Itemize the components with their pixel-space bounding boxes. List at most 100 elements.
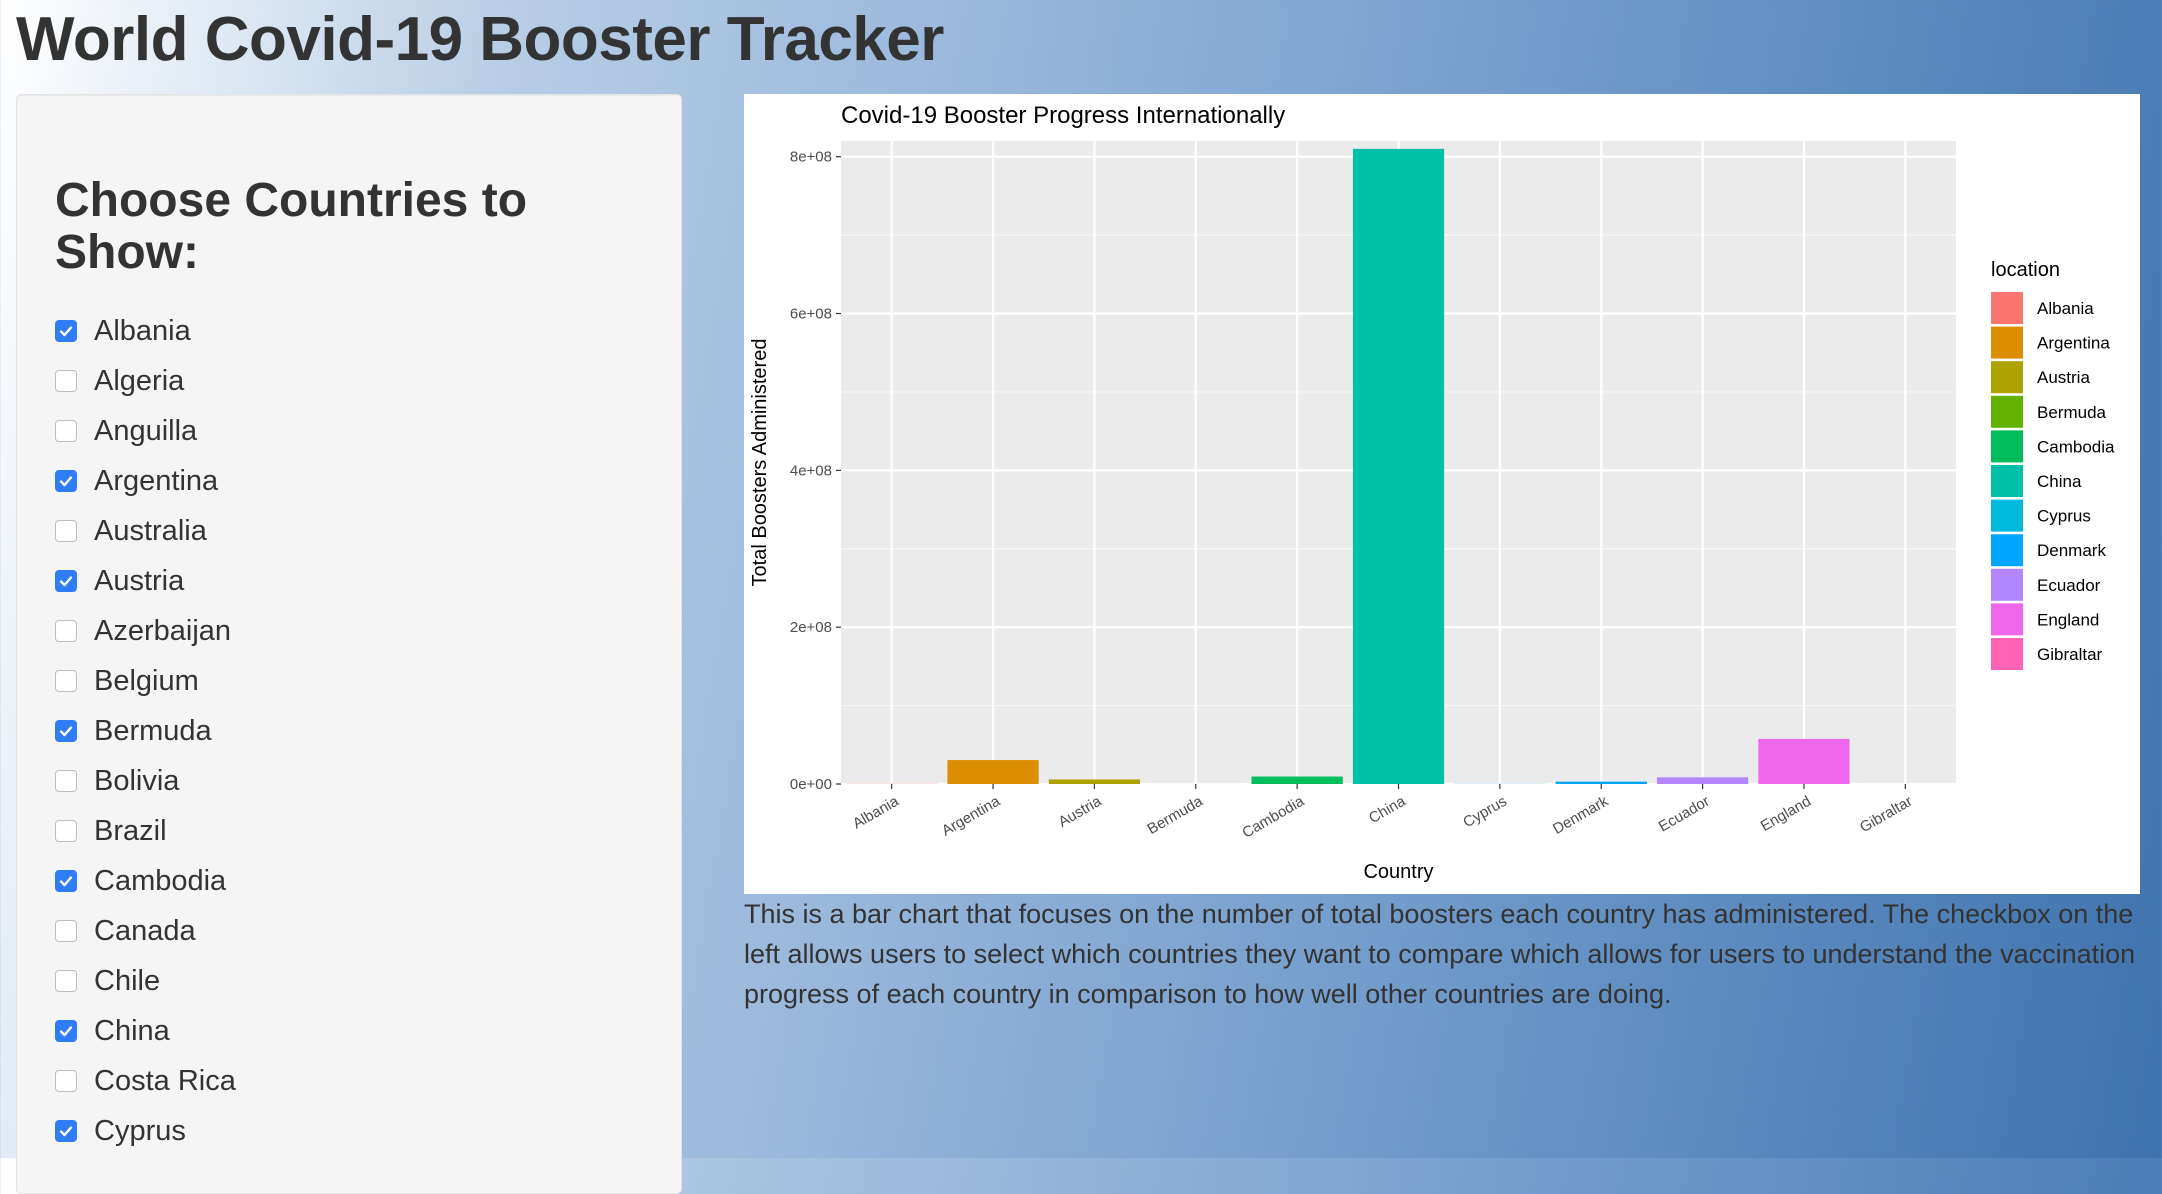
- country-checkbox-item[interactable]: Costa Rica: [55, 1056, 236, 1106]
- checkbox-label: Bermuda: [94, 715, 212, 748]
- x-tick-label: Ecuador: [1656, 793, 1713, 836]
- checkmark-icon: [58, 1023, 74, 1039]
- checkmark-icon: [58, 323, 74, 339]
- checkbox[interactable]: [55, 770, 77, 792]
- checkbox[interactable]: [55, 970, 77, 992]
- legend-label: Denmark: [2037, 541, 2106, 560]
- legend-label: China: [2037, 472, 2082, 491]
- legend-key: [1991, 500, 2023, 532]
- checkbox[interactable]: [55, 670, 77, 692]
- checkbox-label: Australia: [94, 515, 207, 548]
- legend-key: [1991, 327, 2023, 359]
- checkbox-label: Austria: [94, 565, 184, 598]
- country-checkbox-item[interactable]: Azerbaijan: [55, 606, 236, 656]
- country-checkbox-item[interactable]: Algeria: [55, 356, 236, 406]
- checkbox-label: Costa Rica: [94, 1065, 236, 1098]
- country-checkbox-item[interactable]: Cambodia: [55, 856, 236, 906]
- legend-key: [1991, 534, 2023, 566]
- legend-label: Argentina: [2037, 334, 2110, 353]
- checkbox[interactable]: [55, 870, 77, 892]
- checkbox-label: Chile: [94, 965, 160, 998]
- checkbox-label: Brazil: [94, 815, 167, 848]
- checkbox[interactable]: [55, 520, 77, 542]
- bar-denmark: [1556, 782, 1647, 784]
- x-tick-label: Cambodia: [1239, 792, 1307, 841]
- checkbox[interactable]: [55, 620, 77, 642]
- legend-label: Cambodia: [2037, 437, 2115, 456]
- bar-china: [1353, 149, 1444, 784]
- bar-argentina: [947, 760, 1038, 784]
- legend-label: Bermuda: [2037, 403, 2107, 422]
- checkmark-icon: [58, 873, 74, 889]
- checkbox[interactable]: [55, 720, 77, 742]
- chart-description: This is a bar chart that focuses on the …: [744, 894, 2140, 1014]
- checkbox-label: Azerbaijan: [94, 615, 231, 648]
- checkbox-label: Cambodia: [94, 865, 226, 898]
- sidebar-heading: Choose Countries to Show:: [55, 175, 615, 279]
- x-tick-label: England: [1758, 793, 1814, 835]
- checkbox[interactable]: [55, 570, 77, 592]
- country-checkbox-item[interactable]: Cyprus: [55, 1106, 236, 1156]
- checkbox[interactable]: [55, 1070, 77, 1092]
- checkbox[interactable]: [55, 420, 77, 442]
- country-checkbox-item[interactable]: Austria: [55, 556, 236, 606]
- checkbox[interactable]: [55, 820, 77, 842]
- app-title: World Covid-19 Booster Tracker: [16, 4, 944, 75]
- x-tick-label: Austria: [1055, 792, 1104, 830]
- bar-england: [1758, 739, 1849, 784]
- checkbox[interactable]: [55, 470, 77, 492]
- x-axis-title: Country: [1363, 861, 1433, 883]
- country-checkbox-item[interactable]: Brazil: [55, 806, 236, 856]
- legend-label: England: [2037, 610, 2099, 629]
- country-checkbox-item[interactable]: Chile: [55, 956, 236, 1006]
- legend-key: [1991, 430, 2023, 462]
- y-tick-label: 0e+00: [790, 776, 832, 793]
- legend-key: [1991, 361, 2023, 393]
- country-checkbox-item[interactable]: China: [55, 1006, 236, 1056]
- x-tick-label: Cyprus: [1460, 793, 1510, 831]
- checkmark-icon: [58, 1123, 74, 1139]
- chart-title: Covid-19 Booster Progress Internationall…: [841, 102, 1285, 129]
- y-tick-label: 6e+08: [790, 306, 832, 323]
- checkmark-icon: [58, 473, 74, 489]
- checkbox[interactable]: [55, 320, 77, 342]
- checkmark-icon: [58, 573, 74, 589]
- checkbox[interactable]: [55, 1120, 77, 1142]
- checkbox-label: Bolivia: [94, 765, 179, 798]
- x-tick-label: Argentina: [939, 792, 1004, 839]
- y-tick-label: 4e+08: [790, 462, 832, 479]
- sidebar-panel: Choose Countries to Show: Albania Algeria…: [16, 94, 682, 1194]
- bar-ecuador: [1657, 777, 1748, 784]
- legend-key: [1991, 465, 2023, 497]
- checkbox[interactable]: [55, 1020, 77, 1042]
- checkbox-label: Albania: [94, 315, 191, 348]
- bar-cambodia: [1252, 777, 1343, 784]
- checkbox[interactable]: [55, 370, 77, 392]
- country-checkbox-item[interactable]: Anguilla: [55, 406, 236, 456]
- bar-austria: [1049, 779, 1140, 784]
- legend-key: [1991, 569, 2023, 601]
- country-checkbox-item[interactable]: Argentina: [55, 456, 236, 506]
- x-tick-label: Albania: [850, 792, 902, 832]
- x-tick-label: Bermuda: [1145, 792, 1207, 837]
- legend-title: location: [1991, 259, 2060, 281]
- checkbox-label: Belgium: [94, 665, 199, 698]
- checkbox[interactable]: [55, 920, 77, 942]
- legend-label: Austria: [2037, 368, 2090, 387]
- y-axis-title: Total Boosters Administered: [749, 339, 771, 587]
- x-tick-label: Gibraltar: [1857, 793, 1915, 836]
- checkbox-label: China: [94, 1015, 170, 1048]
- country-checkbox-item[interactable]: Albania: [55, 306, 236, 356]
- country-checkbox-item[interactable]: Canada: [55, 906, 236, 956]
- checkmark-icon: [58, 723, 74, 739]
- country-checkbox-item[interactable]: Belgium: [55, 656, 236, 706]
- legend-label: Ecuador: [2037, 576, 2101, 595]
- checkbox-label: Argentina: [94, 465, 218, 498]
- checkbox-label: Cyprus: [94, 1115, 186, 1148]
- country-checkbox-item[interactable]: Australia: [55, 506, 236, 556]
- country-checkbox-item[interactable]: Bermuda: [55, 706, 236, 756]
- country-checkbox-item[interactable]: Bolivia: [55, 756, 236, 806]
- legend-key: [1991, 292, 2023, 324]
